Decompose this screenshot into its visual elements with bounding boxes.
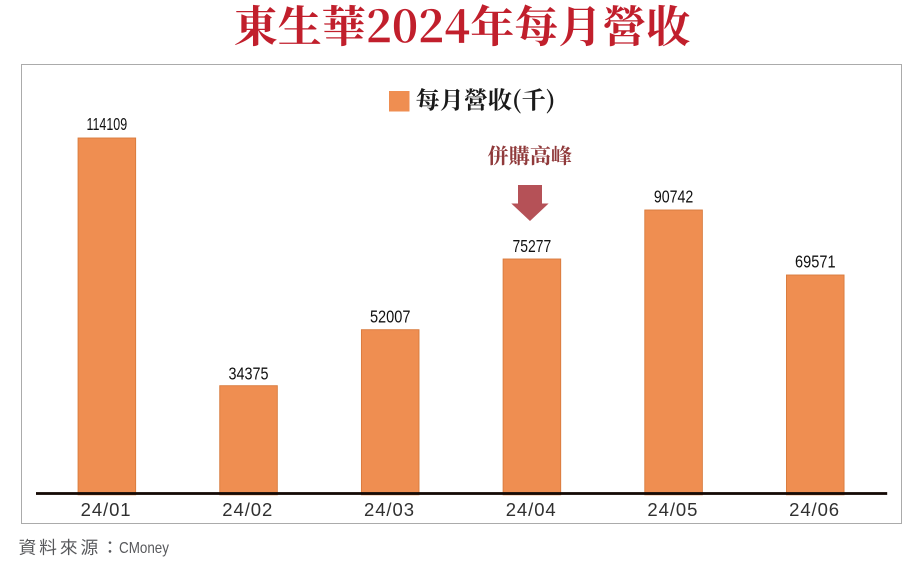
svg-text:34375: 34375 <box>229 363 269 383</box>
svg-text:114109: 114109 <box>86 114 127 134</box>
svg-text:90742: 90742 <box>654 187 693 207</box>
svg-text:24/06: 24/06 <box>789 499 839 520</box>
svg-text:24/03: 24/03 <box>364 499 414 520</box>
svg-text:52007: 52007 <box>370 307 411 327</box>
svg-text:24/01: 24/01 <box>81 499 131 520</box>
svg-text:CMoney: CMoney <box>119 540 169 557</box>
svg-text:75277: 75277 <box>513 236 552 256</box>
svg-text:69571: 69571 <box>795 251 836 271</box>
svg-text:24/02: 24/02 <box>222 499 272 520</box>
svg-text:24/04: 24/04 <box>506 499 556 520</box>
svg-text:24/05: 24/05 <box>647 499 697 520</box>
